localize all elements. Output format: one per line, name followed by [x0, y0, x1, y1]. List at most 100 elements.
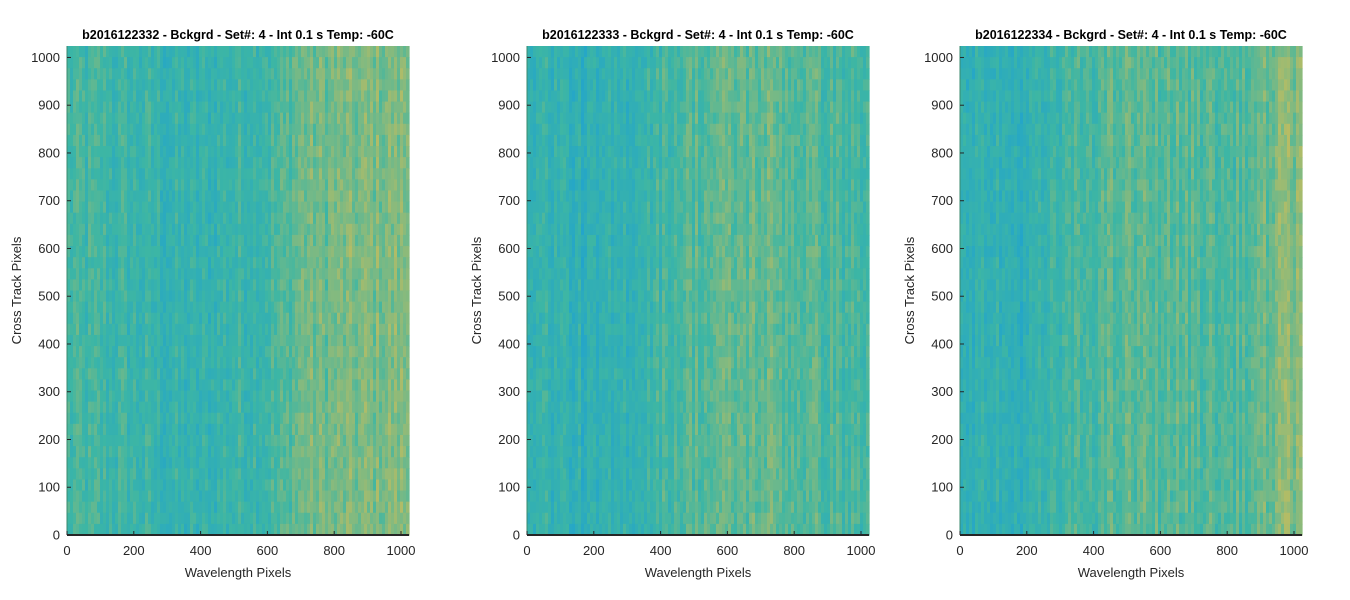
heatmap-cell: [79, 46, 83, 58]
heatmap-cell: [382, 479, 386, 492]
heatmap-cell: [373, 468, 377, 481]
heatmap-cell: [193, 312, 197, 325]
heatmap-cell: [265, 301, 269, 314]
heatmap-cell: [355, 379, 359, 392]
heatmap-cell: [160, 112, 164, 125]
heatmap-cell: [121, 112, 125, 125]
heatmap-cell: [346, 334, 350, 347]
heatmap-cell: [208, 201, 212, 214]
heatmap-cell: [223, 190, 227, 203]
heatmap-cell: [265, 257, 269, 269]
heatmap-cell: [232, 479, 236, 492]
heatmap-cell: [175, 401, 179, 414]
heatmap-cell: [358, 157, 362, 169]
heatmap-cell: [292, 357, 296, 369]
heatmap-cell: [361, 301, 365, 314]
heatmap-cell: [289, 212, 293, 225]
heatmap-cell: [274, 412, 278, 425]
heatmap-cell: [229, 290, 233, 303]
heatmap-cell: [76, 212, 80, 225]
heatmap-cell: [211, 79, 215, 92]
heatmap-cell: [289, 334, 293, 347]
heatmap-cell: [139, 346, 143, 358]
heatmap-cell: [193, 112, 197, 125]
heatmap-cell: [370, 479, 374, 492]
heatmap-cell: [136, 446, 140, 458]
heatmap-cell: [184, 190, 188, 203]
heatmap-cell: [319, 268, 323, 280]
heatmap-cell: [70, 290, 74, 303]
heatmap-cell: [370, 246, 374, 258]
heatmap-cell: [388, 234, 392, 247]
heatmap-cell: [301, 57, 305, 69]
heatmap-cell: [379, 457, 383, 469]
heatmap-cell: [124, 179, 128, 192]
heatmap-cell: [355, 479, 359, 492]
heatmap-cell: [232, 346, 236, 358]
heatmap-cell: [316, 423, 320, 436]
heatmap-cell: [325, 357, 329, 369]
heatmap-cell: [298, 79, 302, 92]
heatmap-cell: [160, 490, 164, 503]
heatmap-cell: [121, 257, 125, 269]
heatmap-cell: [199, 234, 203, 247]
heatmap-cell: [154, 268, 158, 280]
heatmap-cell: [286, 90, 290, 103]
heatmap-cell: [340, 201, 344, 214]
heatmap-cell: [208, 212, 212, 225]
heatmap-cell: [139, 512, 143, 525]
heatmap-cell: [199, 168, 203, 180]
heatmap-cell: [376, 179, 380, 192]
heatmap-cell: [73, 123, 77, 136]
heatmap-cell: [385, 479, 389, 492]
heatmap-cell: [154, 157, 158, 169]
heatmap-cell: [307, 57, 311, 69]
heatmap-cell: [376, 412, 380, 425]
heatmap-cell: [76, 401, 80, 414]
heatmap-cell: [355, 257, 359, 269]
heatmap-cell: [151, 379, 155, 392]
heatmap-cell: [241, 457, 245, 469]
heatmap-cell: [208, 490, 212, 503]
heatmap-cell: [310, 179, 314, 192]
heatmap-cell: [370, 523, 374, 536]
heatmap-cell: [136, 290, 140, 303]
heatmap-cell: [100, 323, 104, 336]
heatmap-cell: [139, 212, 143, 225]
heatmap-cell: [349, 268, 353, 280]
heatmap-cell: [220, 490, 224, 503]
heatmap-cell: [244, 112, 248, 125]
heatmap-cell: [259, 79, 263, 92]
heatmap-cell: [184, 501, 188, 514]
heatmap-cell: [289, 134, 293, 147]
heatmap-cell: [154, 123, 158, 136]
heatmap-cell: [157, 201, 161, 214]
heatmap-cell: [241, 490, 245, 503]
heatmap-cell: [88, 212, 92, 225]
heatmap-cell: [214, 90, 218, 103]
heatmap-cell: [160, 68, 164, 80]
heatmap-cell: [295, 179, 299, 192]
heatmap-cell: [361, 490, 365, 503]
heatmap-cell: [247, 90, 251, 103]
heatmap-cell: [355, 57, 359, 69]
heatmap-cell: [283, 457, 287, 469]
heatmap-cell: [238, 157, 242, 169]
heatmap-cell: [124, 134, 128, 147]
heatmap-cell: [79, 290, 83, 303]
heatmap-cell: [187, 434, 191, 447]
heatmap-cell: [184, 179, 188, 192]
heatmap-cell: [388, 346, 392, 358]
heatmap-cell: [376, 523, 380, 536]
heatmap-cell: [343, 168, 347, 180]
heatmap-cell: [301, 379, 305, 392]
heatmap-cell: [298, 312, 302, 325]
heatmap-cell: [160, 401, 164, 414]
heatmap-cell: [130, 268, 134, 280]
heatmap-cell: [268, 312, 272, 325]
heatmap-cell: [238, 134, 242, 147]
heatmap-cell: [289, 157, 293, 169]
heatmap-cell: [358, 246, 362, 258]
heatmap-cell: [220, 390, 224, 403]
heatmap-cell: [151, 423, 155, 436]
